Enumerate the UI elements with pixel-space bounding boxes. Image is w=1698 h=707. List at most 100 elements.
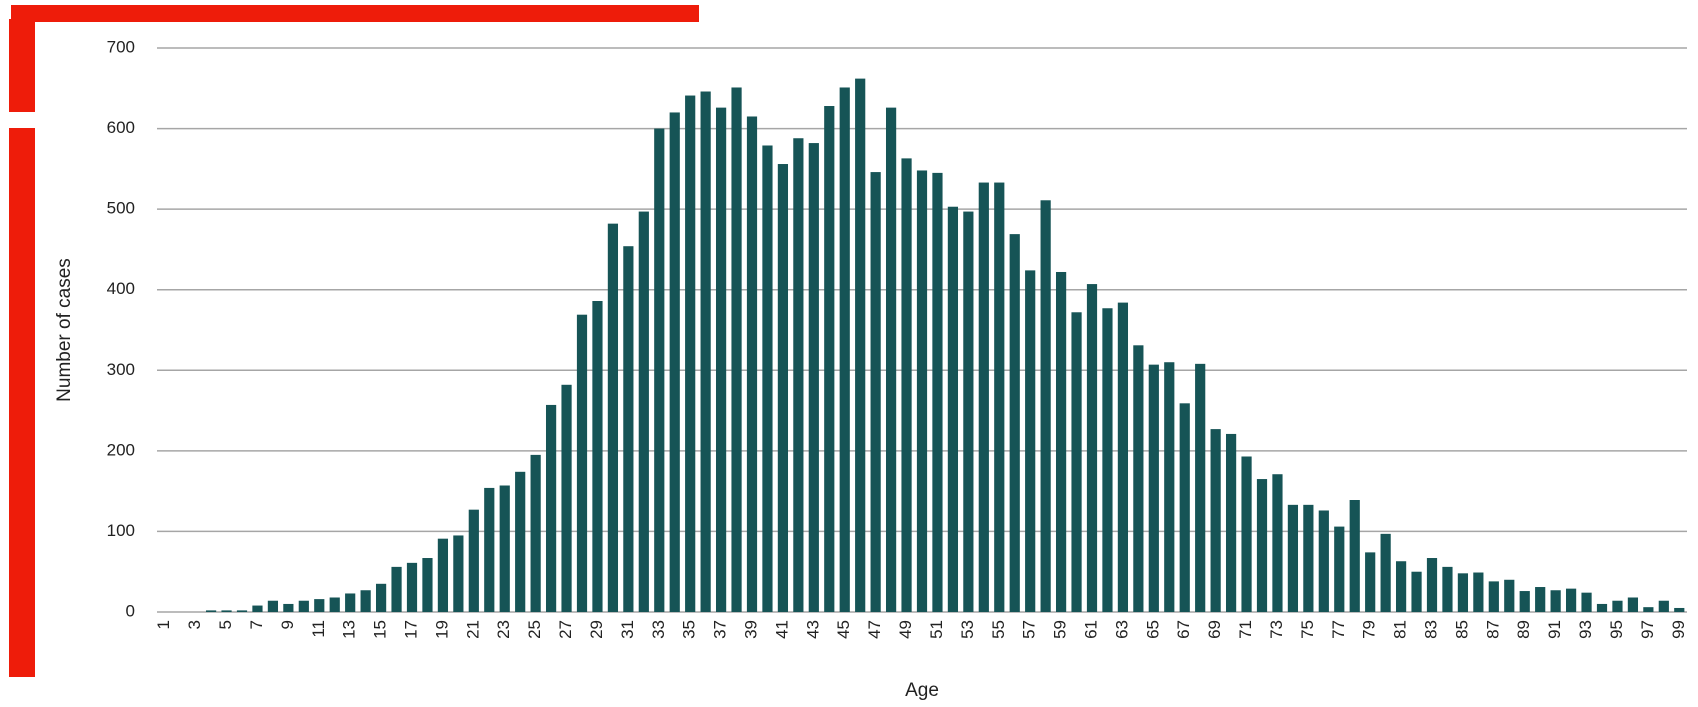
bar (1040, 200, 1051, 612)
x-tick-label: 75 (1298, 620, 1317, 639)
bar (561, 384, 572, 612)
x-tick-label: 39 (741, 620, 760, 639)
x-tick-label: 49 (896, 620, 915, 639)
bar (1256, 479, 1268, 612)
bar (1627, 597, 1639, 612)
x-tick-label: 83 (1421, 620, 1440, 639)
bar (1535, 587, 1546, 612)
bar (406, 562, 418, 612)
bar (1102, 308, 1113, 612)
bar (576, 314, 588, 612)
x-tick-label: 59 (1051, 620, 1070, 639)
bar (1349, 500, 1360, 612)
bar (1658, 600, 1669, 612)
x-tick-label: 81 (1391, 620, 1410, 639)
decor-bar (9, 19, 35, 112)
x-tick-label: 97 (1638, 620, 1657, 639)
x-tick-label: 85 (1452, 620, 1471, 639)
x-tick-label: 29 (587, 620, 606, 639)
x-tick-label: 19 (432, 620, 451, 639)
bar (1473, 572, 1484, 612)
bar (1086, 284, 1098, 612)
bar (1241, 456, 1252, 612)
decor-bar (11, 5, 699, 22)
y-tick-label: 0 (126, 601, 135, 620)
bar (283, 603, 294, 612)
bar (638, 211, 649, 612)
bar (545, 404, 557, 612)
x-tick-label: 73 (1267, 620, 1286, 639)
bar (1457, 573, 1469, 612)
bar (731, 87, 742, 613)
bar (762, 145, 773, 612)
y-tick-label: 100 (107, 521, 135, 540)
bar (1411, 571, 1422, 612)
x-tick-label: 51 (927, 620, 946, 639)
bar (978, 182, 989, 612)
bar (855, 78, 866, 613)
x-tick-label: 47 (865, 620, 884, 639)
bar (1380, 533, 1391, 612)
y-axis-label: Number of cases (54, 258, 75, 402)
bar (685, 95, 696, 613)
x-tick-label: 53 (958, 620, 977, 639)
bar (1210, 429, 1221, 612)
x-tick-label: 25 (525, 620, 544, 639)
y-tick-label: 300 (107, 360, 135, 379)
x-tick-label: 31 (618, 620, 637, 639)
bar (530, 454, 541, 612)
bar (1488, 581, 1499, 612)
bar (669, 112, 680, 612)
x-tick-label: 79 (1360, 620, 1379, 639)
bar (499, 485, 510, 612)
bar (963, 211, 974, 612)
x-tick-label: 61 (1081, 620, 1100, 639)
bar (1581, 592, 1592, 612)
bar (252, 605, 263, 612)
x-axis-label: Age (905, 680, 939, 701)
x-tick-label: 93 (1576, 620, 1595, 639)
bar (592, 300, 603, 612)
bar (1303, 504, 1314, 612)
x-tick-label: 27 (556, 620, 575, 639)
bar (329, 597, 340, 612)
x-tick-label: 3 (185, 620, 204, 629)
y-tick-label: 500 (107, 199, 135, 218)
bar (623, 246, 634, 612)
x-tick-label: 13 (340, 620, 359, 639)
x-tick-label: 91 (1545, 620, 1564, 639)
bar (1565, 588, 1577, 612)
bar (1519, 591, 1530, 612)
y-tick-label: 600 (107, 118, 135, 137)
bar (360, 590, 371, 612)
bar (885, 107, 897, 612)
bar (1504, 579, 1515, 612)
x-tick-label: 33 (649, 620, 668, 639)
x-tick-label: 87 (1483, 620, 1502, 639)
y-tick-label: 200 (107, 440, 135, 459)
x-tick-label: 15 (371, 620, 390, 639)
bar (205, 610, 217, 612)
bar (793, 138, 804, 613)
bar (700, 91, 711, 613)
bar (453, 535, 464, 612)
bar (1674, 607, 1685, 612)
x-tick-label: 23 (494, 620, 513, 639)
bar (1055, 271, 1067, 612)
bar (1195, 363, 1206, 612)
bar (1395, 561, 1407, 612)
bar (484, 487, 495, 612)
bar (1225, 433, 1237, 612)
bar (947, 206, 959, 612)
bar (1643, 607, 1654, 612)
bar (824, 106, 835, 613)
bar (1442, 566, 1453, 612)
bar (1009, 234, 1020, 612)
bar (515, 471, 526, 612)
bar (1164, 362, 1175, 612)
x-tick-label: 9 (278, 620, 297, 629)
bar (1365, 552, 1376, 612)
bar (839, 87, 850, 613)
